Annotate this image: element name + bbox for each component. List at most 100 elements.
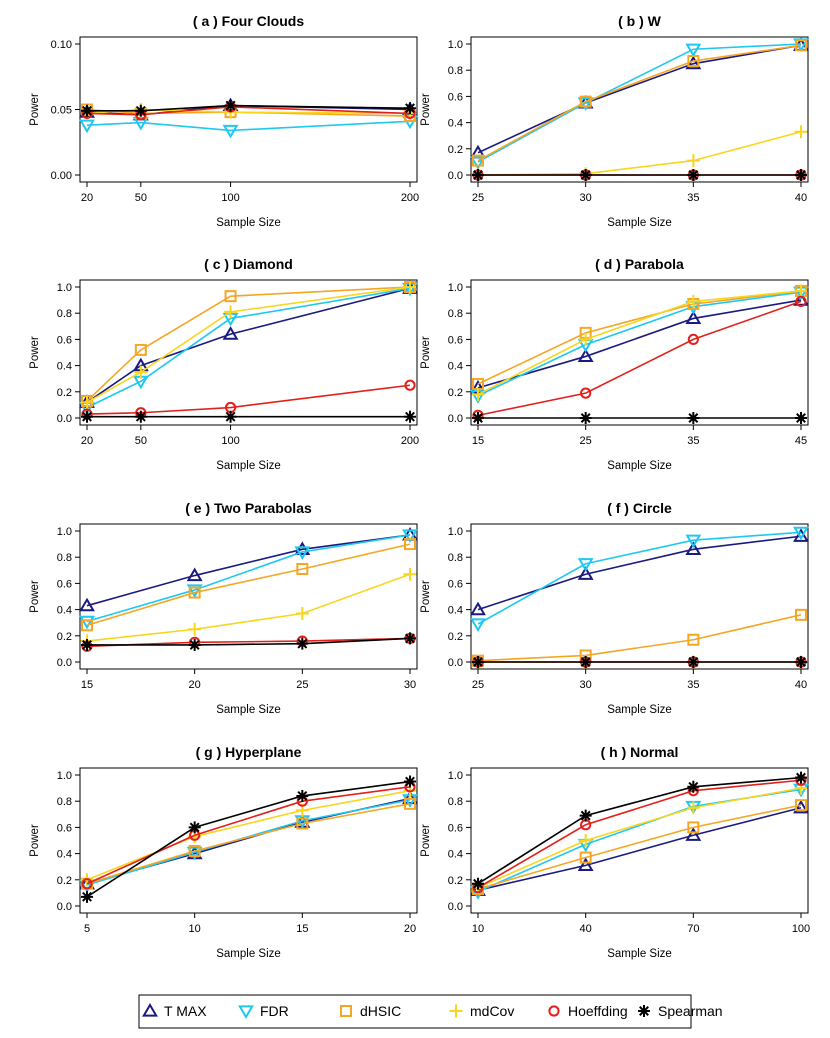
- x-axis-label: Sample Size: [607, 948, 672, 960]
- y-tick-label: 0.8: [57, 796, 72, 808]
- data-point: [794, 284, 808, 298]
- marker-shape: [795, 771, 807, 784]
- x-tick-label: 40: [795, 192, 807, 204]
- y-tick-label: 0.2: [57, 631, 72, 643]
- data-point: [134, 343, 147, 356]
- y-axis-label: Power: [420, 336, 432, 369]
- panel-title: ( d ) Parabola: [595, 256, 684, 272]
- data-point: [579, 656, 592, 668]
- series-spearman: [81, 410, 416, 423]
- marker-shape: [687, 780, 700, 793]
- marker-shape: [579, 95, 592, 108]
- series-line: [86, 534, 411, 623]
- data-point: [687, 333, 699, 345]
- y-tick-label: 1.0: [448, 770, 463, 782]
- legend-item-spearman: Spearman: [638, 1003, 723, 1019]
- data-point: [579, 851, 592, 864]
- series-dhsic: [81, 538, 416, 632]
- panel-d: ( d ) Parabola 0.0 0.2 0.4 0.6 0.8 1.0 15 25 35 45…: [420, 256, 809, 472]
- marker-shape: [472, 169, 484, 181]
- marker-shape: [687, 656, 700, 668]
- panel-title: ( g ) Hyperplane: [196, 744, 302, 760]
- marker-shape: [402, 529, 418, 543]
- series-line: [477, 299, 802, 389]
- series-t-max: [470, 37, 809, 159]
- panel-title: ( a ) Four Clouds: [193, 13, 304, 29]
- y-tick-label: 0.10: [51, 39, 72, 51]
- marker-shape: [80, 395, 94, 409]
- data-point: [404, 410, 416, 423]
- data-point: [186, 584, 203, 598]
- data-point: [81, 878, 93, 890]
- plot-frame: [79, 279, 418, 426]
- series-hoeffding: [472, 295, 807, 421]
- y-tick-label: 0.6: [57, 578, 72, 590]
- legend-marker-icon: [340, 1005, 352, 1017]
- series-line: [86, 286, 411, 403]
- marker-shape: [188, 622, 202, 636]
- x-tick-label: 35: [687, 192, 699, 204]
- plot-frame: [79, 523, 418, 670]
- marker-shape: [188, 586, 201, 599]
- data-point: [79, 615, 95, 630]
- marker-shape: [687, 55, 700, 68]
- y-tick-label: 0.4: [57, 849, 72, 861]
- data-point: [222, 124, 239, 139]
- x-tick-label: 35: [687, 679, 699, 691]
- data-point: [795, 608, 807, 621]
- series-spearman: [472, 656, 807, 668]
- data-point: [795, 799, 807, 812]
- series-t-max: [79, 790, 418, 890]
- y-tick-label: 0.2: [448, 875, 463, 887]
- data-point: [294, 541, 311, 555]
- series-mdcov: [471, 781, 808, 895]
- data-point: [685, 534, 702, 549]
- data-point: [579, 332, 593, 346]
- series-mdcov: [80, 280, 417, 409]
- marker-shape: [687, 169, 700, 181]
- marker-shape: [188, 821, 201, 834]
- data-point: [795, 412, 807, 424]
- data-point: [794, 781, 808, 795]
- series-line: [86, 534, 411, 607]
- data-point: [404, 538, 416, 551]
- series-spearman: [472, 771, 807, 890]
- series-line: [86, 384, 411, 415]
- y-tick-label: 0.2: [57, 875, 72, 887]
- series-spearman: [81, 775, 416, 903]
- x-tick-label: 50: [135, 435, 147, 447]
- marker-shape: [134, 410, 147, 423]
- marker-shape: [404, 775, 416, 788]
- y-tick-label: 1.0: [57, 770, 72, 782]
- data-point: [224, 99, 237, 112]
- y-tick-label: 0.4: [448, 605, 463, 617]
- series-line: [477, 300, 802, 417]
- data-point: [794, 125, 808, 139]
- marker-shape: [403, 567, 417, 581]
- legend-item-dhsic: dHSIC: [340, 1003, 401, 1019]
- series-line: [86, 780, 411, 898]
- plot-frame: [470, 523, 809, 670]
- series-line: [86, 286, 411, 402]
- series-fdr: [79, 794, 418, 894]
- legend-label: Spearman: [658, 1003, 723, 1019]
- marker-shape: [687, 633, 700, 646]
- data-point: [795, 39, 807, 52]
- marker-shape: [685, 43, 702, 58]
- panel-b: ( b ) W 0.0 0.2 0.4 0.6 0.8 1.0 25 30 35 40 Sample …: [420, 13, 809, 229]
- y-tick-label: 0.8: [57, 552, 72, 564]
- y-tick-label: 0.4: [448, 361, 463, 373]
- marker-shape: [404, 102, 416, 115]
- panel-title: ( b ) W: [618, 13, 662, 29]
- marker-shape: [793, 799, 809, 814]
- marker-shape: [793, 528, 809, 542]
- data-point: [795, 295, 807, 308]
- y-tick-label: 0.0: [448, 413, 463, 425]
- marker-shape: [449, 1004, 463, 1018]
- marker-shape: [296, 562, 309, 575]
- marker-shape: [795, 412, 807, 424]
- y-tick-label: 1.0: [448, 39, 463, 51]
- series-t-max: [470, 799, 809, 896]
- x-axis-label: Sample Size: [607, 217, 672, 229]
